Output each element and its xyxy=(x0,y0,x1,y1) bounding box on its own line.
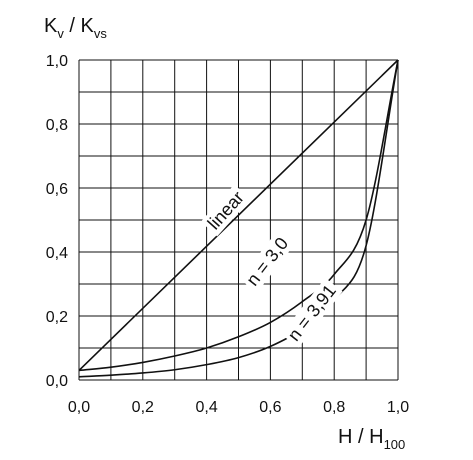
y-tick-label: 0,4 xyxy=(46,245,68,262)
y-axis-title: Kv / Kvs xyxy=(44,15,107,41)
tick-labels: 0,0 0,2 0,4 0,6 0,8 1,0 0,0 0,2 0,4 0,6 0,8 1,0 xyxy=(46,53,409,416)
label-background xyxy=(239,230,295,293)
x-tick-label: 0,8 xyxy=(323,399,345,416)
x-axis-title: H / H100 xyxy=(338,426,405,452)
grid xyxy=(78,59,399,381)
series-n-3-0 xyxy=(78,59,399,372)
label-background xyxy=(200,184,251,237)
x-tick-label: 0,4 xyxy=(195,399,217,416)
label-n-3-0: n = 3,0 xyxy=(239,230,295,293)
x-tick-label: 0,6 xyxy=(259,399,281,416)
y-tick-label: 0,8 xyxy=(46,117,68,134)
y-tick-label: 0,0 xyxy=(46,373,68,390)
curve-label-text: n = 3,0 xyxy=(242,234,292,290)
label-n-3-91: n = 3,91 xyxy=(281,277,343,348)
y-tick-label: 0,6 xyxy=(46,181,68,198)
x-tick-label: 0,0 xyxy=(68,399,90,416)
x-tick-label: 0,2 xyxy=(132,399,154,416)
series-n-3-91 xyxy=(78,59,399,378)
y-tick-label: 0,2 xyxy=(46,309,68,326)
x-tick-label: 1,0 xyxy=(387,399,409,416)
series-group xyxy=(78,59,399,378)
label-background xyxy=(281,277,343,348)
curve-label-text: n = 3,91 xyxy=(284,281,340,345)
y-tick-label: 1,0 xyxy=(46,53,68,70)
series-linear xyxy=(78,59,399,371)
